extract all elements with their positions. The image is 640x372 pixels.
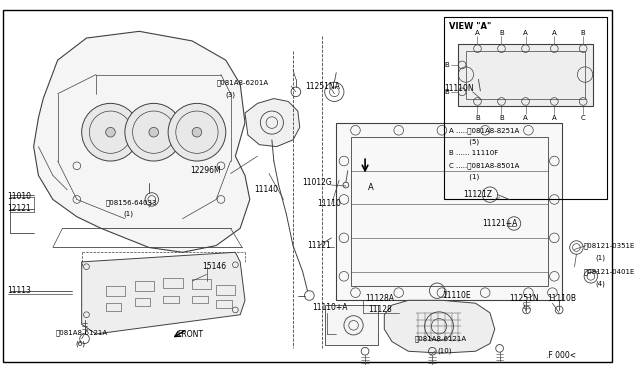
- Bar: [163, 278, 182, 288]
- Bar: [216, 300, 232, 308]
- Circle shape: [125, 103, 182, 161]
- Text: A: A: [552, 30, 557, 36]
- Bar: [163, 295, 179, 303]
- Text: (6): (6): [75, 341, 85, 347]
- Text: VIEW "A": VIEW "A": [449, 22, 491, 31]
- Circle shape: [82, 103, 140, 161]
- Text: C: C: [580, 115, 586, 121]
- Text: 11251N: 11251N: [509, 294, 539, 302]
- Text: Ⓑ081A8-6121A: Ⓑ081A8-6121A: [56, 329, 108, 336]
- Text: 11110: 11110: [317, 199, 341, 208]
- Text: 11128: 11128: [368, 305, 392, 314]
- Text: Ⓑ081A8-6201A: Ⓑ081A8-6201A: [216, 79, 268, 86]
- Polygon shape: [82, 252, 245, 334]
- Bar: [134, 298, 150, 306]
- Text: (5): (5): [449, 139, 479, 145]
- Text: B: B: [475, 115, 480, 121]
- Bar: [324, 305, 378, 346]
- Text: (1): (1): [123, 211, 133, 218]
- Polygon shape: [34, 31, 250, 252]
- Bar: [192, 295, 207, 303]
- Bar: [444, 17, 607, 199]
- Text: 11110B: 11110B: [548, 294, 577, 302]
- Text: B: B: [499, 115, 504, 121]
- Text: 11121: 11121: [307, 241, 331, 250]
- Circle shape: [192, 127, 202, 137]
- Text: 11121Z: 11121Z: [463, 190, 492, 199]
- Bar: [192, 279, 211, 289]
- Text: (10): (10): [437, 347, 452, 354]
- Text: C .....Ⓑ081A8-8501A: C .....Ⓑ081A8-8501A: [449, 162, 519, 169]
- Text: B: B: [499, 30, 504, 36]
- Text: Ⓑ081A8-6121A: Ⓑ081A8-6121A: [415, 336, 467, 343]
- Text: 11251NA: 11251NA: [305, 82, 340, 91]
- Text: 15146: 15146: [202, 262, 226, 271]
- Text: B: B: [445, 62, 450, 68]
- Text: A: A: [523, 30, 528, 36]
- Circle shape: [149, 127, 159, 137]
- Text: 11110N: 11110N: [444, 84, 474, 93]
- Text: Ⓑ08121-0401E: Ⓑ08121-0401E: [584, 269, 636, 275]
- Bar: [106, 303, 121, 311]
- Text: 11012G: 11012G: [303, 178, 332, 187]
- Bar: [466, 51, 585, 99]
- Bar: [134, 281, 154, 291]
- Text: (4): (4): [596, 280, 605, 287]
- Bar: [458, 44, 593, 106]
- Bar: [216, 285, 236, 295]
- Text: 11113: 11113: [8, 286, 31, 295]
- Bar: [336, 123, 562, 300]
- Text: 11010: 11010: [8, 192, 32, 201]
- Bar: [106, 286, 125, 295]
- Bar: [351, 137, 548, 286]
- Text: 11110E: 11110E: [442, 291, 470, 300]
- Text: 12121: 12121: [8, 204, 31, 213]
- Text: A: A: [475, 30, 480, 36]
- Text: 11121+A: 11121+A: [483, 219, 518, 228]
- Text: A: A: [368, 183, 374, 192]
- Text: (1): (1): [596, 254, 605, 261]
- Text: 11110+A: 11110+A: [312, 303, 348, 312]
- Text: FRONT: FRONT: [178, 330, 204, 339]
- Text: (3): (3): [226, 92, 236, 98]
- Text: A: A: [523, 115, 528, 121]
- Polygon shape: [384, 300, 495, 353]
- Text: Ⓑ08121-0351E: Ⓑ08121-0351E: [584, 243, 636, 249]
- Text: B ...... 11110F: B ...... 11110F: [449, 150, 498, 157]
- Text: B: B: [445, 89, 450, 95]
- Text: A .....Ⓑ081A8-8251A: A .....Ⓑ081A8-8251A: [449, 127, 519, 134]
- Polygon shape: [245, 99, 300, 147]
- Text: (1): (1): [449, 173, 479, 180]
- Text: 11140: 11140: [255, 185, 278, 194]
- Text: B: B: [580, 30, 586, 36]
- Text: 11128A: 11128A: [365, 294, 394, 302]
- Circle shape: [106, 127, 115, 137]
- Text: A: A: [552, 115, 557, 121]
- Text: Ⓑ08156-64033: Ⓑ08156-64033: [106, 199, 157, 206]
- Text: .F 000<: .F 000<: [546, 351, 576, 360]
- Text: 12296M: 12296M: [190, 166, 221, 175]
- Circle shape: [168, 103, 226, 161]
